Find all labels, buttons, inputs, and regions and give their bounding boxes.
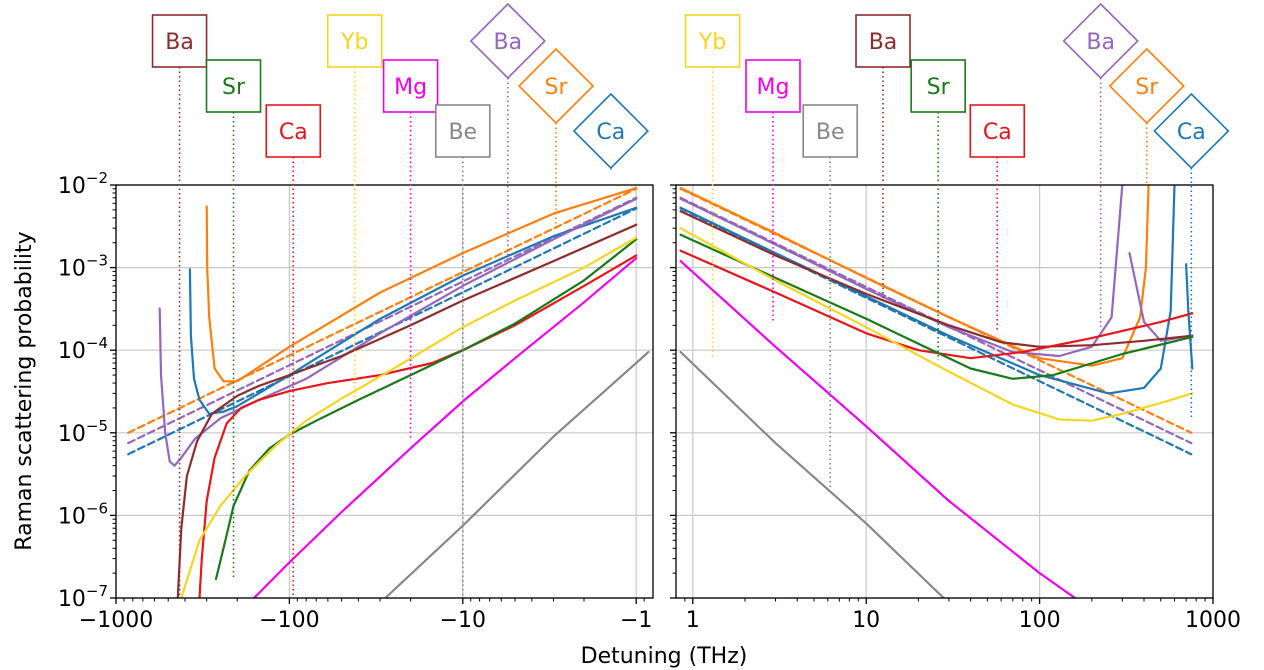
y-tick-label: 10−4 — [58, 334, 108, 364]
series-line — [214, 238, 638, 581]
marker-diamond-ba — [1062, 2, 1139, 80]
series-line — [679, 260, 1077, 598]
x-tick-label: 1000 — [1185, 608, 1241, 633]
series-line — [205, 186, 638, 383]
marker-label-ba: Ba — [869, 30, 898, 55]
series-line-dashed — [127, 187, 638, 434]
series-line — [384, 350, 650, 598]
series-line — [679, 233, 1194, 380]
marker-label-ba: Ba — [494, 30, 523, 55]
y-tick-label: 10−3 — [58, 252, 108, 282]
marker-label-ca: Ca — [983, 120, 1012, 145]
series-line — [679, 227, 1194, 422]
series-line — [679, 185, 1124, 358]
plot-frame-left — [115, 184, 654, 599]
y-tick-label: 10−7 — [58, 582, 108, 612]
marker-label-ba: Ba — [1086, 30, 1115, 55]
marker-box-sr — [910, 59, 966, 113]
marker-label-sr: Sr — [1135, 75, 1159, 100]
series-line — [180, 236, 638, 598]
series-line — [158, 197, 638, 467]
marker-box-yb — [684, 14, 741, 68]
marker-label-be: Be — [816, 120, 845, 145]
y-tick-label: 10−6 — [58, 499, 108, 529]
x-tick-label: −10 — [440, 608, 486, 633]
series-line-dashed — [127, 196, 638, 445]
x-axis-label: Detuning (THz) — [581, 644, 748, 669]
x-tick-label: −1 — [620, 608, 652, 633]
series-line — [679, 210, 1194, 348]
marker-box-mg — [745, 59, 801, 113]
marker-diamond-ca — [572, 92, 649, 170]
marker-box-be — [434, 104, 491, 158]
x-tick-label: 100 — [1019, 608, 1061, 633]
marker-diamond-ba — [469, 2, 546, 80]
x-tick-label: 10 — [852, 608, 880, 633]
marker-diamond-sr — [1108, 47, 1185, 125]
marker-label-sr: Sr — [222, 75, 246, 100]
marker-box-mg — [382, 59, 439, 113]
series-line — [198, 254, 638, 598]
marker-label-ba: Ba — [165, 30, 194, 55]
series-line — [252, 257, 638, 598]
x-tick-label: 1 — [686, 608, 700, 633]
series-line — [679, 350, 945, 598]
marker-label-yb: Yb — [698, 30, 726, 55]
marker-label-sr: Sr — [927, 75, 951, 100]
marker-label-ca: Ca — [596, 120, 625, 145]
marker-label-sr: Sr — [545, 75, 569, 100]
series-line — [679, 249, 1194, 360]
marker-diamond-ca — [1153, 92, 1230, 170]
marker-label-ca: Ca — [1177, 120, 1206, 145]
x-tick-label: −1000 — [79, 608, 153, 633]
x-tick-label: −100 — [259, 608, 319, 633]
series-line — [188, 206, 638, 415]
series-line — [679, 185, 1150, 367]
y-tick-label: 10−5 — [58, 417, 108, 447]
marker-label-mg: Mg — [394, 75, 427, 100]
series-line — [176, 223, 638, 598]
marker-box-sr — [205, 59, 262, 113]
marker-box-ca — [969, 104, 1026, 158]
marker-label-yb: Yb — [340, 30, 368, 55]
y-axis-label: Raman scattering probability — [12, 231, 37, 550]
marker-box-ca — [265, 104, 322, 158]
marker-box-yb — [326, 14, 383, 68]
marker-diamond-sr — [517, 47, 595, 125]
marker-label-ca: Ca — [279, 120, 308, 145]
marker-label-be: Be — [448, 120, 477, 145]
marker-box-ba — [855, 14, 911, 68]
series-line — [679, 185, 1176, 395]
y-tick-label: 10−2 — [58, 169, 108, 199]
marker-box-ba — [151, 14, 208, 68]
marker-label-mg: Mg — [757, 75, 790, 100]
marker-box-be — [802, 104, 859, 158]
plot-frame-right — [675, 184, 1214, 599]
